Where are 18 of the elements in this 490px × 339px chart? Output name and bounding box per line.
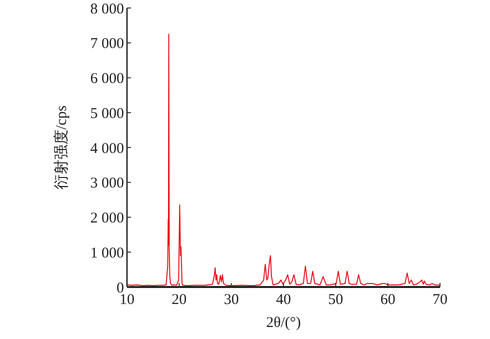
x-tick-label: 40: [276, 292, 291, 308]
y-tick-label: 1 000: [90, 245, 124, 262]
line-series: [126, 34, 440, 286]
y-tick-label: 3 000: [90, 176, 124, 192]
x-tick-label: 60: [380, 292, 396, 308]
x-axis-title: 2θ/(°): [266, 315, 301, 331]
x-tick-label: 50: [328, 292, 344, 308]
x-tick-label: 70: [432, 292, 448, 308]
x-tick-label: 20: [172, 292, 187, 308]
y-tick-label: 7 000: [90, 36, 124, 52]
y-tick-label: 6 000: [90, 71, 124, 87]
y-tick-label: 8 000: [90, 1, 124, 18]
y-tick-label: 4 000: [90, 140, 124, 157]
y-tick-label: 2 000: [90, 210, 124, 226]
x-tick-label: 30: [224, 292, 239, 308]
y-tick-label: 5 000: [90, 106, 124, 122]
y-axis-title: 衍射强度/cps: [53, 105, 70, 190]
x-tick-label: 10: [120, 292, 134, 308]
